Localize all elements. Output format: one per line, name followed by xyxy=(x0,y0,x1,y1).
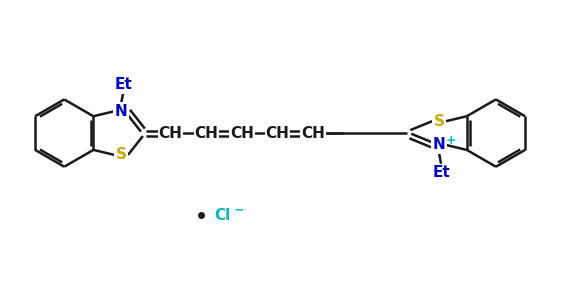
Text: N: N xyxy=(433,137,445,153)
Text: +: + xyxy=(445,133,456,146)
Text: S: S xyxy=(433,114,444,129)
Text: CH: CH xyxy=(265,126,290,140)
Text: CH: CH xyxy=(194,126,218,140)
Text: −: − xyxy=(234,204,244,217)
Text: CH: CH xyxy=(301,126,325,140)
Text: S: S xyxy=(115,147,126,162)
Text: Et: Et xyxy=(432,165,450,180)
Text: Cl: Cl xyxy=(215,208,231,223)
Text: Et: Et xyxy=(114,77,132,92)
Text: CH: CH xyxy=(230,126,254,140)
Text: CH: CH xyxy=(159,126,182,140)
Text: N: N xyxy=(115,104,128,119)
